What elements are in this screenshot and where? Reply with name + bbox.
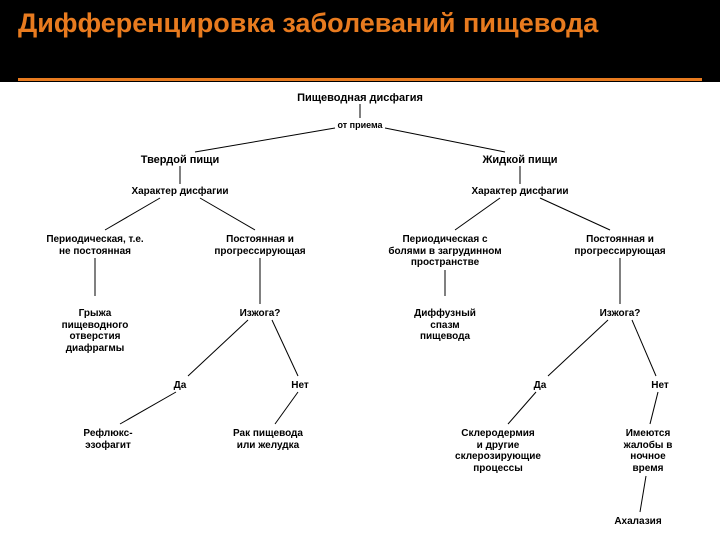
node-rak: Рак пищевода или желудка (203, 428, 333, 451)
node-char2: Характер дисфагии (440, 186, 600, 198)
node-da1: Да (160, 380, 200, 392)
node-her: Грыжа пищеводного отверстия диафрагмы (35, 308, 155, 354)
edge-izg2-net2 (632, 320, 656, 376)
edge-izg2-da2 (548, 320, 608, 376)
edge-da1-refl (120, 392, 176, 424)
node-root: Пищеводная дисфагия (260, 92, 460, 105)
node-post2: Постоянная и прогрессирующая (550, 234, 690, 257)
edge-char1-per1 (105, 198, 160, 230)
node-ot: от приема (300, 120, 420, 130)
node-ahal: Ахалазия (588, 516, 688, 528)
node-izg1: Изжога? (220, 308, 300, 320)
node-per2: Периодическая с болями в загрудинном про… (360, 234, 530, 269)
edge-izg1-da1 (188, 320, 248, 376)
node-solid: Твердой пищи (110, 154, 250, 167)
node-zhal: Имеются жалобы в ночное время (593, 428, 703, 474)
node-liquid: Жидкой пищи (450, 154, 590, 167)
node-spasm: Диффузный спазм пищевода (385, 308, 505, 343)
title-underline (18, 78, 702, 81)
node-net2: Нет (640, 380, 680, 392)
edge-net2-zhal (650, 392, 658, 424)
node-skl: Склеродермия и другие склерозирующие про… (423, 428, 573, 474)
edge-char2-per2 (455, 198, 500, 230)
node-da2: Да (520, 380, 560, 392)
node-post1: Постоянная и прогрессирующая (190, 234, 330, 257)
node-refl: Рефлюкс- эзофагит (53, 428, 163, 451)
slide-title: Дифференцировка заболеваний пищевода (18, 8, 598, 40)
edge-zhal-ahal (640, 476, 646, 512)
edge-char1-post1 (200, 198, 255, 230)
edge-char2-post2 (540, 198, 610, 230)
edge-da2-skl (508, 392, 536, 424)
node-net1: Нет (280, 380, 320, 392)
flowchart: Пищеводная дисфагия от приема Твердой пищи… (0, 82, 720, 540)
edge-ot-liquid (385, 128, 505, 152)
node-izg2: Изжога? (580, 308, 660, 320)
edge-net1-rak (275, 392, 298, 424)
edge-izg1-net1 (272, 320, 298, 376)
node-char1: Характер дисфагии (100, 186, 260, 198)
node-per1: Периодическая, т.е. не постоянная (20, 234, 170, 257)
edge-ot-solid (195, 128, 335, 152)
slide: Дифференцировка заболеваний пищевода Пищ… (0, 0, 720, 540)
